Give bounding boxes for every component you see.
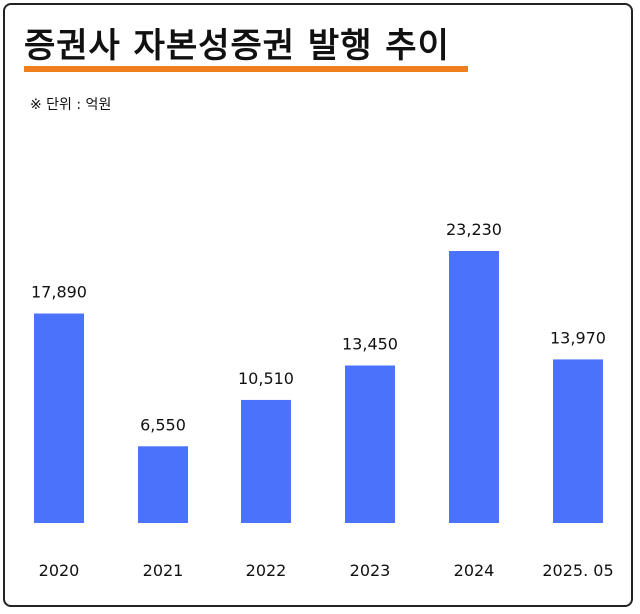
x-tick-label: 2023 [350,561,391,580]
bar-2020 [34,313,84,523]
data-label: 13,450 [342,335,398,354]
chart-title: 증권사 자본성증권 발행 추이 [24,26,450,66]
x-tick-label: 2020 [39,561,80,580]
bar-2024 [449,251,499,523]
x-tick-label: 2022 [246,561,287,580]
data-label: 6,550 [140,415,186,434]
chart-frame [3,3,633,607]
bar-2021 [138,446,188,523]
x-tick-label: 2021 [143,561,184,580]
x-tick-label: 2024 [454,561,495,580]
bar-2025. 05 [553,359,603,523]
unit-note: ※ 단위 : 억원 [30,97,112,113]
data-label: 10,510 [238,369,294,388]
bar-2023 [345,365,395,523]
bar-2022 [241,399,291,523]
x-tick-label: 2025. 05 [542,561,613,580]
data-label: 23,230 [446,220,502,239]
data-label: 17,890 [31,283,87,302]
data-label: 13,970 [550,328,606,347]
title-underline [24,66,468,72]
